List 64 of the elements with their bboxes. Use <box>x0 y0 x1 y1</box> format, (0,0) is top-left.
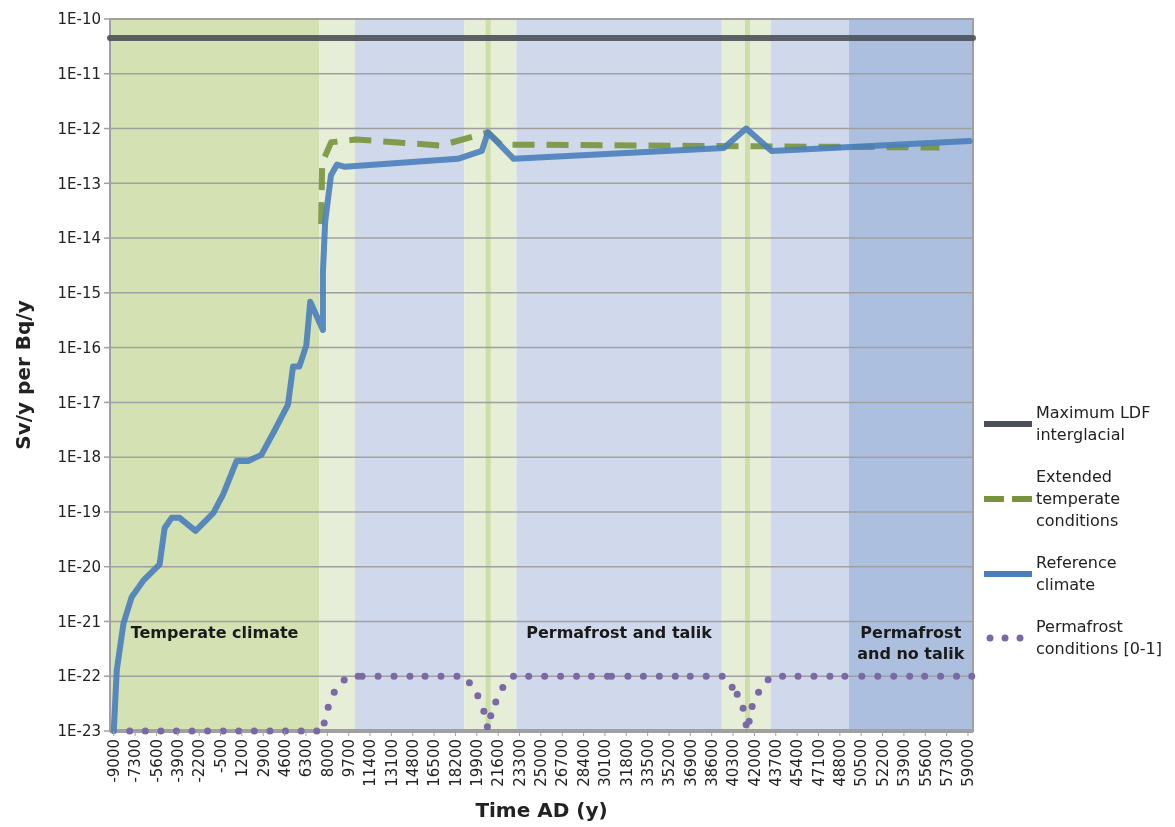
x-tick-label: 42000 <box>745 739 764 787</box>
y-tick-label: 1E-12 <box>57 119 101 138</box>
x-tick-label: 8000 <box>318 739 337 778</box>
x-tick-label: -5600 <box>147 739 166 783</box>
x-tick-label: -3900 <box>169 739 188 783</box>
x-tick-label: 38600 <box>702 739 721 787</box>
x-tick-label: 21600 <box>489 739 508 787</box>
legend-label: Reference climate <box>1036 553 1117 594</box>
x-tick-label: 50500 <box>852 739 871 787</box>
y-tick-label: 1E-10 <box>57 10 101 29</box>
y-tick-label: 1E-17 <box>57 393 101 412</box>
x-tick-label: 53900 <box>895 739 914 787</box>
y-tick-label: 1E-14 <box>57 229 101 248</box>
x-tick-label: 1200 <box>233 739 252 778</box>
x-tick-label: 48800 <box>831 739 850 787</box>
x-tick-label: 23300 <box>510 739 529 787</box>
x-tick-label: 43700 <box>767 739 786 787</box>
y-tick-label: 1E-16 <box>57 338 101 357</box>
x-tick-label: 16500 <box>425 739 444 787</box>
x-tick-label: 11400 <box>361 739 380 787</box>
x-tick-label: 35200 <box>660 739 679 787</box>
y-tick-label: 1E-20 <box>57 557 101 576</box>
x-axis-title: Time AD (y) <box>475 798 608 822</box>
x-tick-label: -2200 <box>190 739 209 783</box>
x-tick-label: 26700 <box>553 739 572 787</box>
y-tick-label: 1E-23 <box>57 722 101 741</box>
x-tick-label: 30100 <box>596 739 615 787</box>
y-tick-label: 1E-15 <box>57 284 101 303</box>
x-tick-label: 52200 <box>873 739 892 787</box>
band-label: Temperate climate <box>130 623 299 642</box>
x-tick-label: -500 <box>211 739 230 774</box>
band-label: Permafrost and no talik <box>857 623 965 663</box>
x-tick-label: 31800 <box>617 739 636 787</box>
y-tick-label: 1E-13 <box>57 174 101 193</box>
x-tick-label: 45400 <box>788 739 807 787</box>
x-tick-label: -9000 <box>105 739 124 783</box>
x-tick-label: 14800 <box>403 739 422 787</box>
x-tick-label: 33500 <box>638 739 657 787</box>
x-tick-label: 9700 <box>339 739 358 778</box>
y-axis-title: Sv/y per Bq/y <box>11 300 35 450</box>
y-tick-label: 1E-21 <box>57 612 101 631</box>
legend-label: Extended temperate conditions <box>1036 467 1121 530</box>
legend-label: Maximum LDF interglacial <box>1036 403 1151 444</box>
x-tick-label: 59000 <box>959 739 978 787</box>
x-tick-label: 57300 <box>937 739 956 787</box>
x-tick-label: 40300 <box>724 739 743 787</box>
x-tick-label: 19900 <box>468 739 487 787</box>
x-tick-label: 25000 <box>532 739 551 787</box>
x-tick-label: -7300 <box>126 739 145 783</box>
x-tick-label: 47100 <box>809 739 828 787</box>
x-tick-label: 4600 <box>275 739 294 778</box>
legend-label: Permafrost conditions [0-1] <box>1036 617 1163 658</box>
y-tick-label: 1E-22 <box>57 667 101 686</box>
x-tick-label: 13100 <box>382 739 401 787</box>
x-tick-label: 2900 <box>254 739 273 778</box>
x-tick-label: 18200 <box>446 739 465 787</box>
x-tick-label: 55600 <box>916 739 935 787</box>
x-tick-label: 28400 <box>574 739 593 787</box>
band-label: Permafrost and talik <box>526 623 713 642</box>
y-tick-label: 1E-18 <box>57 448 101 467</box>
y-tick-label: 1E-11 <box>57 65 101 84</box>
y-tick-label: 1E-19 <box>57 503 101 522</box>
x-tick-label: 36900 <box>681 739 700 787</box>
x-tick-label: 6300 <box>297 739 316 778</box>
